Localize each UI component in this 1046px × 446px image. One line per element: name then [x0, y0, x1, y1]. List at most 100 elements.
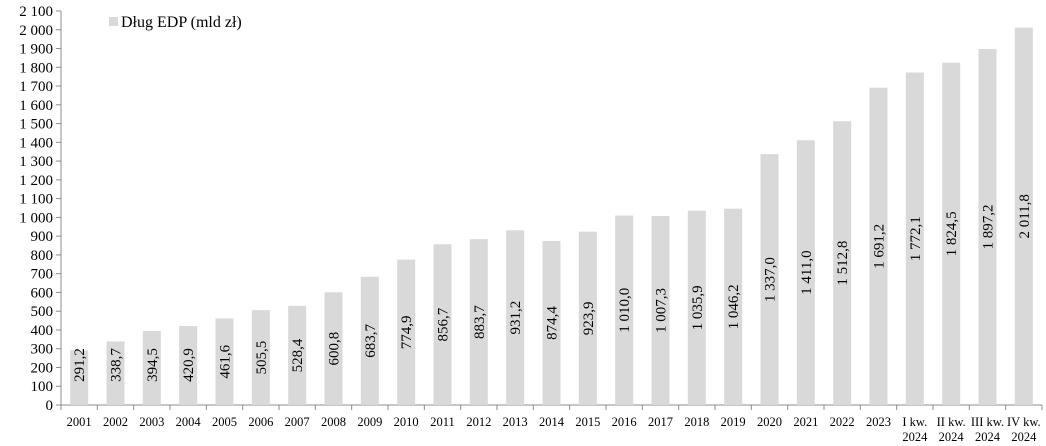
bar	[397, 259, 416, 405]
bar-value-label: 1 337,0	[763, 257, 779, 302]
bar	[1014, 27, 1033, 405]
y-tick-label: 700	[31, 267, 54, 283]
x-tick-label: 2003	[139, 415, 164, 429]
bar-value-label: 1 046,2	[726, 284, 742, 329]
bar-value-label: 1 010,0	[617, 288, 633, 333]
bar	[796, 140, 815, 405]
x-tick-label: 2020	[757, 415, 782, 429]
y-tick-label: 100	[31, 379, 54, 395]
bar-value-label: 505,5	[254, 341, 270, 375]
x-tick-label: 2014	[539, 415, 565, 429]
bar-value-label: 1 824,5	[944, 211, 960, 256]
bar	[578, 231, 597, 405]
bar	[70, 350, 89, 405]
bar	[615, 215, 634, 405]
bar	[215, 318, 234, 405]
bar	[905, 72, 924, 405]
x-tick-label: 2012	[466, 415, 491, 429]
y-tick-label: 1 100	[19, 192, 53, 208]
y-tick-label: 1 000	[19, 210, 53, 226]
bar-value-label: 1 512,8	[835, 241, 851, 286]
x-tick-label: 2023	[866, 415, 891, 429]
bar	[542, 240, 561, 405]
y-tick-label: 500	[31, 304, 54, 320]
x-tick-label: 2011	[430, 415, 455, 429]
bar-value-label: 1 035,9	[690, 285, 706, 330]
y-tick-label: 2 000	[19, 23, 53, 39]
y-tick-label: 1 900	[19, 42, 53, 58]
x-tick-label: IV kw. 2024	[1007, 415, 1041, 444]
bar	[833, 121, 852, 405]
bar	[651, 216, 670, 405]
bar	[251, 310, 270, 405]
legend-swatch	[109, 17, 118, 26]
bar-value-label: 291,2	[72, 348, 88, 382]
x-tick-label: 2021	[793, 415, 818, 429]
y-tick-label: 1 200	[19, 173, 53, 189]
x-tick-label: 2013	[503, 415, 528, 429]
y-tick-label: 0	[46, 398, 54, 414]
x-tick-label: II kw. 2024	[937, 415, 966, 444]
bar	[142, 330, 161, 405]
x-tick-label: 2015	[575, 415, 600, 429]
x-tick-label: 2002	[103, 415, 128, 429]
x-tick-label: 2018	[684, 415, 709, 429]
y-tick-label: 1 600	[19, 98, 53, 114]
bar-value-label: 394,5	[145, 348, 161, 382]
y-tick-label: 1 800	[19, 60, 53, 76]
bar-value-label: 923,9	[581, 301, 597, 335]
bar-value-label: 1 772,1	[908, 216, 924, 261]
bar-value-label: 338,7	[109, 348, 125, 382]
bar-value-label: 1 897,2	[981, 205, 997, 250]
bar-value-label: 1 411,0	[799, 250, 815, 294]
bar-value-label: 856,7	[436, 307, 452, 341]
bar-value-label: 2 011,8	[1017, 194, 1033, 238]
x-tick-label: 2022	[830, 415, 855, 429]
legend-label: Dług EDP (mld zł)	[121, 14, 242, 31]
x-tick-label: 2016	[612, 415, 637, 429]
bars	[70, 27, 1033, 406]
bar-value-label: 874,4	[545, 306, 561, 340]
x-tick-label: 2004	[176, 415, 202, 429]
bar	[324, 292, 343, 405]
x-tick-label: 2008	[321, 415, 346, 429]
bar	[506, 230, 525, 405]
x-axis-labels: 2001 2002 2003 2004 2005 2006 2007 2008 2009 2010…	[67, 415, 1041, 444]
bar	[978, 49, 997, 406]
bar	[360, 276, 379, 405]
y-tick-label: 2 100	[19, 4, 53, 20]
x-tick-label: 2019	[721, 415, 746, 429]
y-tick-label: 200	[31, 360, 54, 376]
bar-value-label: 1 007,3	[654, 288, 670, 333]
bar	[942, 62, 961, 405]
y-tick-label: 1 500	[19, 117, 53, 133]
bar-value-label: 420,9	[181, 348, 197, 382]
bar	[724, 208, 743, 405]
y-tick-label: 600	[31, 285, 54, 301]
bar-value-label: 600,8	[327, 332, 343, 366]
y-tick-label: 1 300	[19, 154, 53, 170]
y-tick-label: 800	[31, 248, 54, 264]
x-tick-label: 2009	[357, 415, 382, 429]
bar-value-label: 883,7	[472, 305, 488, 339]
x-tick-label: III kw. 2024	[971, 415, 1004, 444]
bar-value-label: 1 691,2	[872, 224, 888, 269]
bar-value-label: 931,2	[508, 301, 524, 335]
x-tick-label: I kw. 2024	[902, 415, 928, 444]
bar	[760, 154, 779, 405]
y-tick-label: 1 700	[19, 79, 53, 95]
bar-value-label: 774,9	[399, 315, 415, 349]
bar	[179, 326, 198, 405]
bar	[288, 305, 307, 405]
x-tick-label: 2017	[648, 415, 673, 429]
bar	[106, 341, 125, 405]
bar-value-label: 683,7	[363, 323, 379, 357]
x-tick-label: 2001	[67, 415, 92, 429]
x-tick-label: 2007	[285, 415, 310, 429]
y-tick-label: 300	[31, 342, 54, 358]
legend: Dług EDP (mld zł)	[109, 14, 242, 31]
x-tick-label: 2005	[212, 415, 237, 429]
bar	[469, 239, 488, 405]
bar-value-label: 461,6	[218, 344, 234, 378]
